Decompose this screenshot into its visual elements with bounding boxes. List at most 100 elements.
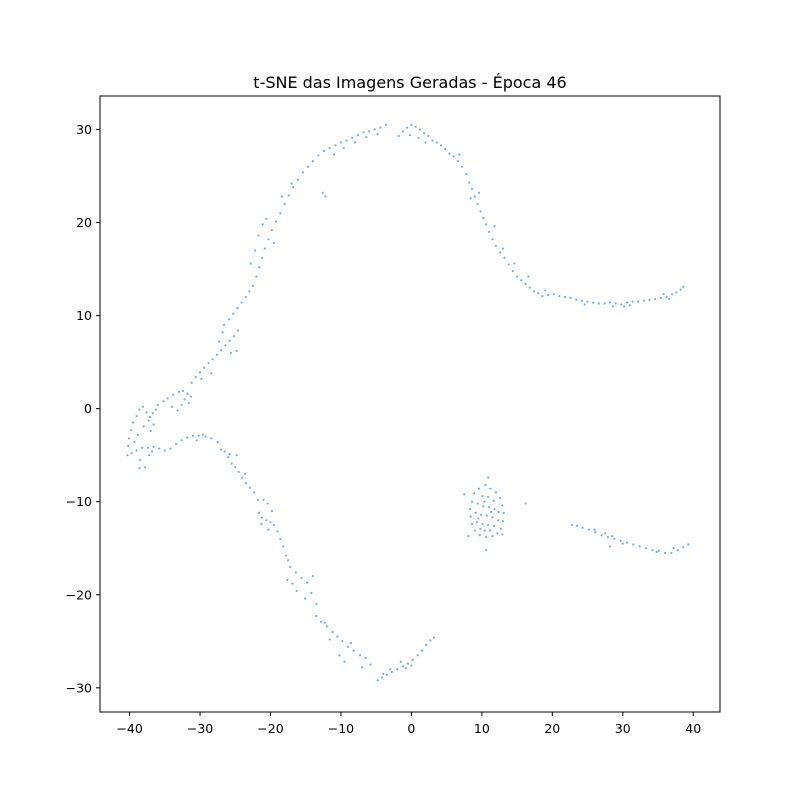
data-point [222, 323, 226, 327]
data-point [489, 529, 492, 532]
data-point [236, 329, 240, 332]
data-point [154, 408, 157, 411]
data-point [429, 639, 432, 642]
data-point [611, 535, 614, 538]
data-point [365, 135, 368, 139]
data-point [461, 165, 464, 168]
data-point [253, 249, 257, 252]
data-point [493, 508, 496, 511]
data-point [364, 656, 367, 660]
y-tick-label: −10 [66, 494, 92, 509]
data-point [479, 527, 482, 530]
data-point [410, 664, 413, 667]
data-point [470, 187, 474, 191]
data-point [336, 635, 339, 638]
data-point [676, 548, 679, 552]
data-point [608, 301, 612, 304]
data-point [625, 301, 629, 304]
data-point [215, 353, 219, 356]
data-point [260, 256, 264, 260]
data-point [331, 630, 334, 634]
data-point [267, 238, 270, 241]
data-point [469, 515, 472, 518]
data-point [520, 279, 523, 282]
data-point [338, 654, 341, 657]
data-point [482, 505, 485, 508]
data-point [287, 559, 290, 562]
data-point [484, 535, 488, 539]
data-point [346, 645, 350, 648]
data-point [151, 450, 154, 453]
data-point [290, 182, 293, 185]
data-point [487, 506, 491, 509]
data-point [189, 395, 192, 398]
data-point [657, 549, 660, 553]
data-point [241, 476, 244, 479]
data-point [279, 212, 282, 215]
data-point [279, 537, 282, 541]
data-point [592, 301, 595, 304]
data-point [482, 216, 485, 219]
data-point [143, 466, 147, 469]
data-point [496, 519, 500, 522]
data-point [291, 186, 295, 189]
data-point [310, 591, 313, 594]
data-point [427, 134, 430, 138]
data-point [324, 195, 327, 198]
data-point [163, 449, 166, 452]
data-point [148, 454, 151, 457]
data-point [345, 139, 348, 142]
data-point [265, 519, 268, 522]
data-point [662, 293, 665, 296]
data-point [611, 305, 615, 308]
data-point [265, 217, 268, 220]
data-point [544, 289, 547, 292]
data-point [648, 298, 651, 301]
data-point [389, 668, 392, 671]
data-point [328, 147, 331, 150]
data-point [221, 331, 224, 334]
data-point [491, 516, 494, 519]
data-point [232, 312, 235, 315]
x-tick-label: 40 [685, 721, 701, 736]
data-point [416, 654, 419, 657]
data-point [187, 401, 190, 405]
data-point [499, 496, 502, 500]
data-point [272, 241, 276, 245]
data-point [473, 492, 476, 495]
data-point [170, 405, 173, 408]
data-point [614, 302, 617, 305]
data-point [201, 433, 204, 436]
data-point [317, 154, 320, 157]
data-point [360, 666, 364, 669]
data-point [236, 307, 239, 310]
data-point [478, 534, 481, 537]
y-axis-ticks: −30 −20 −10 0 10 20 30 [66, 122, 100, 695]
data-point [487, 230, 491, 233]
y-tick-label: −20 [66, 587, 92, 602]
data-point [425, 643, 428, 647]
data-point [172, 393, 175, 396]
data-point [390, 670, 393, 674]
data-point [410, 123, 413, 126]
data-point [180, 439, 183, 442]
data-point [493, 225, 496, 228]
data-point [373, 128, 376, 131]
data-point [145, 411, 148, 414]
data-point [342, 147, 345, 150]
data-point [420, 649, 424, 652]
data-point [132, 421, 135, 424]
data-point [286, 578, 289, 581]
data-point [244, 472, 247, 475]
data-point [467, 535, 470, 538]
data-point [619, 539, 622, 542]
data-point [176, 409, 179, 412]
data-point [253, 491, 256, 494]
data-point [282, 545, 285, 548]
data-point [240, 301, 243, 304]
data-point [303, 597, 307, 600]
data-point [152, 445, 155, 448]
data-point [270, 509, 274, 513]
data-point [668, 297, 671, 300]
data-point [468, 181, 471, 184]
